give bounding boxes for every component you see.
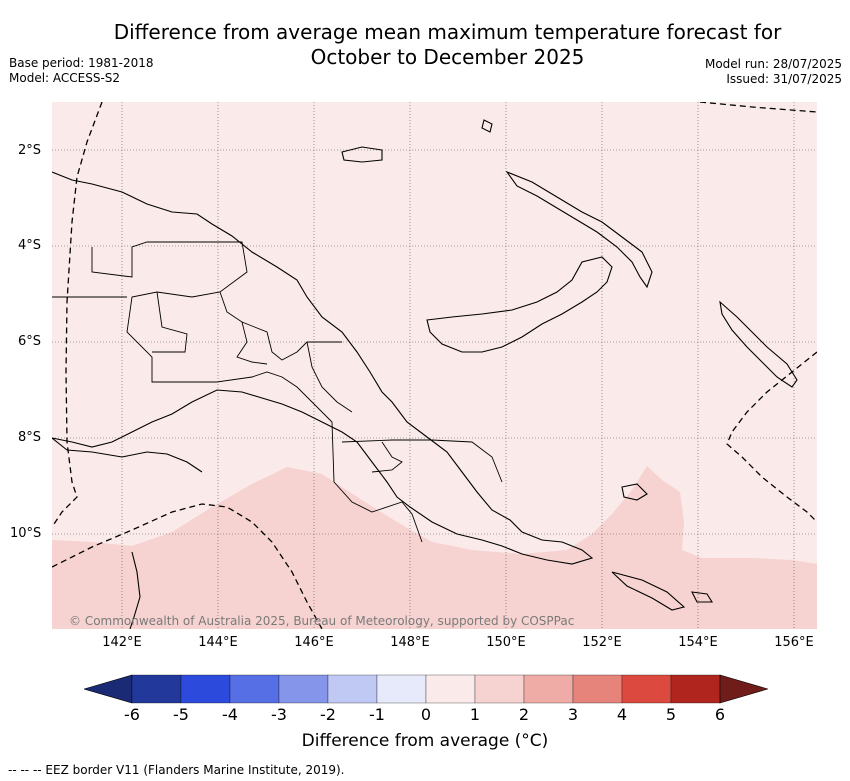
gridlines (52, 102, 817, 629)
d-entrecasteaux-islands (621, 483, 713, 603)
model-run: Model run: 28/07/2025 (704, 57, 842, 71)
forecast-map (52, 102, 817, 629)
cbar-tick-6: 6 (714, 705, 726, 724)
lat-label-8s: 8°S (18, 430, 42, 445)
colorbar (84, 674, 768, 704)
lat-label-6s: 6°S (18, 334, 42, 349)
colorbar-segment (180, 674, 231, 704)
lon-label-144e: 144°E (198, 635, 238, 650)
colorbar-segment (670, 674, 721, 704)
map-title: Difference from average mean maximum tem… (60, 20, 835, 70)
eez-legend-note: -- -- -- EEZ border V11 (Flanders Marine… (8, 763, 345, 777)
title-line-1: Difference from average mean maximum tem… (113, 20, 782, 44)
colorbar-label: Difference from average (°C) (301, 731, 549, 751)
lon-label-154e: 154°E (678, 635, 718, 650)
lon-label-152e: 152°E (582, 635, 622, 650)
cbar-tick-0: 0 (420, 705, 432, 724)
cbar-tick-3: 3 (567, 705, 579, 724)
colorbar-extend-high (719, 674, 768, 704)
title-line-2: October to December 2025 (310, 45, 585, 69)
cbar-tick-2: 2 (518, 705, 530, 724)
colorbar-segment (278, 674, 329, 704)
south-new-guinea-coast (52, 437, 203, 473)
colorbar-segment (425, 674, 476, 704)
cbar-tick-m1: -1 (369, 705, 385, 724)
cbar-tick-m6: -6 (124, 705, 140, 724)
colorbar-segment (474, 674, 525, 704)
colorbar-extend-low (84, 674, 133, 704)
cbar-tick-1: 1 (469, 705, 481, 724)
lon-label-150e: 150°E (486, 635, 526, 650)
meta-right: Model run: 28/07/2025 Issued: 31/07/2025 (705, 57, 842, 87)
colorbar-segment (229, 674, 280, 704)
cbar-tick-m3: -3 (271, 705, 287, 724)
meta-left: Base period: 1981-2018 Model: ACCESS-S2 (9, 56, 154, 86)
lon-label-142e: 142°E (102, 635, 142, 650)
lat-label-4s: 4°S (18, 238, 42, 253)
colorbar-segment (327, 674, 378, 704)
south-anomaly-band (52, 466, 817, 629)
manus-coast (341, 146, 383, 163)
new-guinea-coast (52, 171, 594, 565)
cbar-tick-m5: -5 (173, 705, 189, 724)
colorbar-segment (131, 674, 182, 704)
issued-date: Issued: 31/07/2025 (726, 72, 842, 86)
copyright-notice: © Commonwealth of Australia 2025, Bureau… (69, 614, 575, 628)
new-ireland-coast (505, 170, 653, 289)
coastlines (52, 119, 798, 629)
colorbar-segment (621, 674, 672, 704)
new-britain-coast (426, 256, 613, 353)
colorbar-segment (572, 674, 623, 704)
cbar-tick-5: 5 (665, 705, 677, 724)
lon-label-148e: 148°E (390, 635, 430, 650)
cbar-tick-m4: -4 (222, 705, 238, 724)
colorbar-segment (376, 674, 427, 704)
model-name: Model: ACCESS-S2 (9, 71, 121, 85)
admiralty-island (481, 119, 493, 133)
lon-label-156e: 156°E (774, 635, 814, 650)
base-period: Base period: 1981-2018 (9, 56, 154, 70)
lat-label-2s: 2°S (18, 143, 42, 158)
province-borders (52, 241, 503, 543)
colorbar-segment (523, 674, 574, 704)
bougainville-coast (719, 300, 798, 388)
torres-strait-islands (129, 551, 141, 629)
eez-borders (52, 102, 817, 629)
lon-label-146e: 146°E (294, 635, 334, 650)
louisiade-archipelago (611, 571, 686, 611)
cbar-tick-4: 4 (616, 705, 628, 724)
lat-label-10s: 10°S (10, 526, 42, 541)
cbar-tick-m2: -2 (320, 705, 336, 724)
